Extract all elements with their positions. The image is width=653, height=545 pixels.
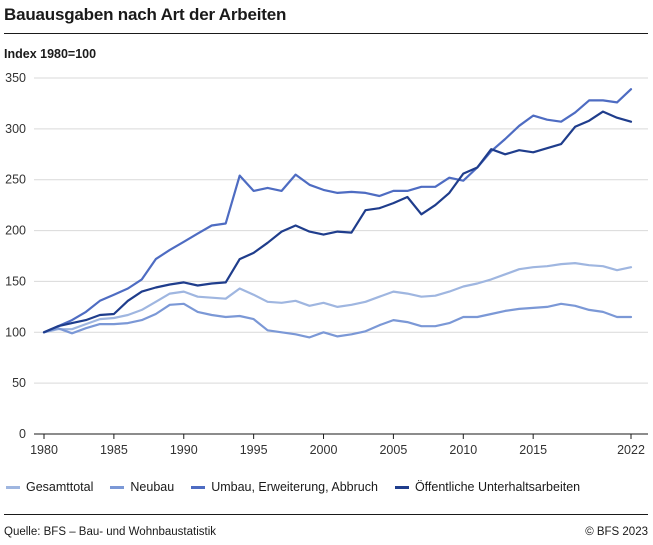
copyright-note: © BFS 2023: [585, 526, 648, 538]
legend-swatch: [110, 485, 125, 489]
x-tick-label: 2010: [449, 443, 477, 457]
series-lines: [42, 88, 633, 339]
y-tick-label: 100: [5, 325, 26, 339]
y-tick-label: 150: [5, 274, 26, 288]
x-axis: 1980 1985 1990 1995 2000 2005 2010 2015 2022: [30, 433, 648, 457]
legend-label: Öffentliche Unterhaltsarbeiten: [414, 480, 581, 494]
series-line-2: [42, 302, 633, 339]
y-tick-label: 200: [5, 224, 26, 238]
y-tick-label: 50: [12, 376, 26, 390]
legend-label: Neubau: [130, 480, 175, 494]
legend-label: Umbau, Erweiterung, Abbruch: [211, 480, 378, 494]
legend-item: Öffentliche Unterhaltsarbeiten: [394, 480, 581, 494]
line-chart: 0 50 100 150 200 250 300 350 1980 1985 1990 1995 20…: [5, 71, 648, 457]
x-tick-label: 1990: [170, 443, 198, 457]
y-axis-unit-label: Index 1980=100: [4, 47, 97, 61]
legend-swatch: [394, 485, 409, 489]
x-tick-label: 1980: [30, 443, 58, 457]
x-tick-label: 2000: [310, 443, 338, 457]
y-tick-label: 350: [5, 71, 26, 85]
legend-swatch: [6, 485, 20, 489]
chart-title: Bauausgaben nach Art der Arbeiten: [4, 5, 287, 24]
y-tick-label: 0: [19, 427, 26, 441]
y-tick-label: 250: [5, 173, 26, 187]
legend-item: Gesamttotal: [6, 480, 93, 494]
x-tick-label: 2015: [519, 443, 547, 457]
x-tick-label: 2005: [379, 443, 407, 457]
legend-swatch: [191, 485, 206, 489]
series-line-4: [42, 110, 633, 334]
legend-item: Umbau, Erweiterung, Abbruch: [191, 480, 378, 494]
y-axis-ticks: 0 50 100 150 200 250 300 350: [5, 71, 26, 441]
title-divider: [4, 33, 648, 34]
series-line-1: [42, 262, 633, 334]
y-tick-label: 300: [5, 122, 26, 136]
chart-legend: Gesamttotal Neubau Umbau, Erweiterung, Abb…: [6, 480, 597, 494]
legend-item: Neubau: [110, 480, 174, 494]
gridlines: [34, 77, 648, 384]
footer-divider: [4, 514, 648, 515]
series-line-3: [42, 88, 633, 334]
source-note: Quelle: BFS – Bau- und Wohnbaustatistik: [4, 526, 217, 538]
x-tick-label: 1995: [240, 443, 268, 457]
x-tick-label: 1985: [100, 443, 128, 457]
legend-label: Gesamttotal: [26, 480, 94, 494]
x-tick-label: 2022: [617, 443, 645, 457]
